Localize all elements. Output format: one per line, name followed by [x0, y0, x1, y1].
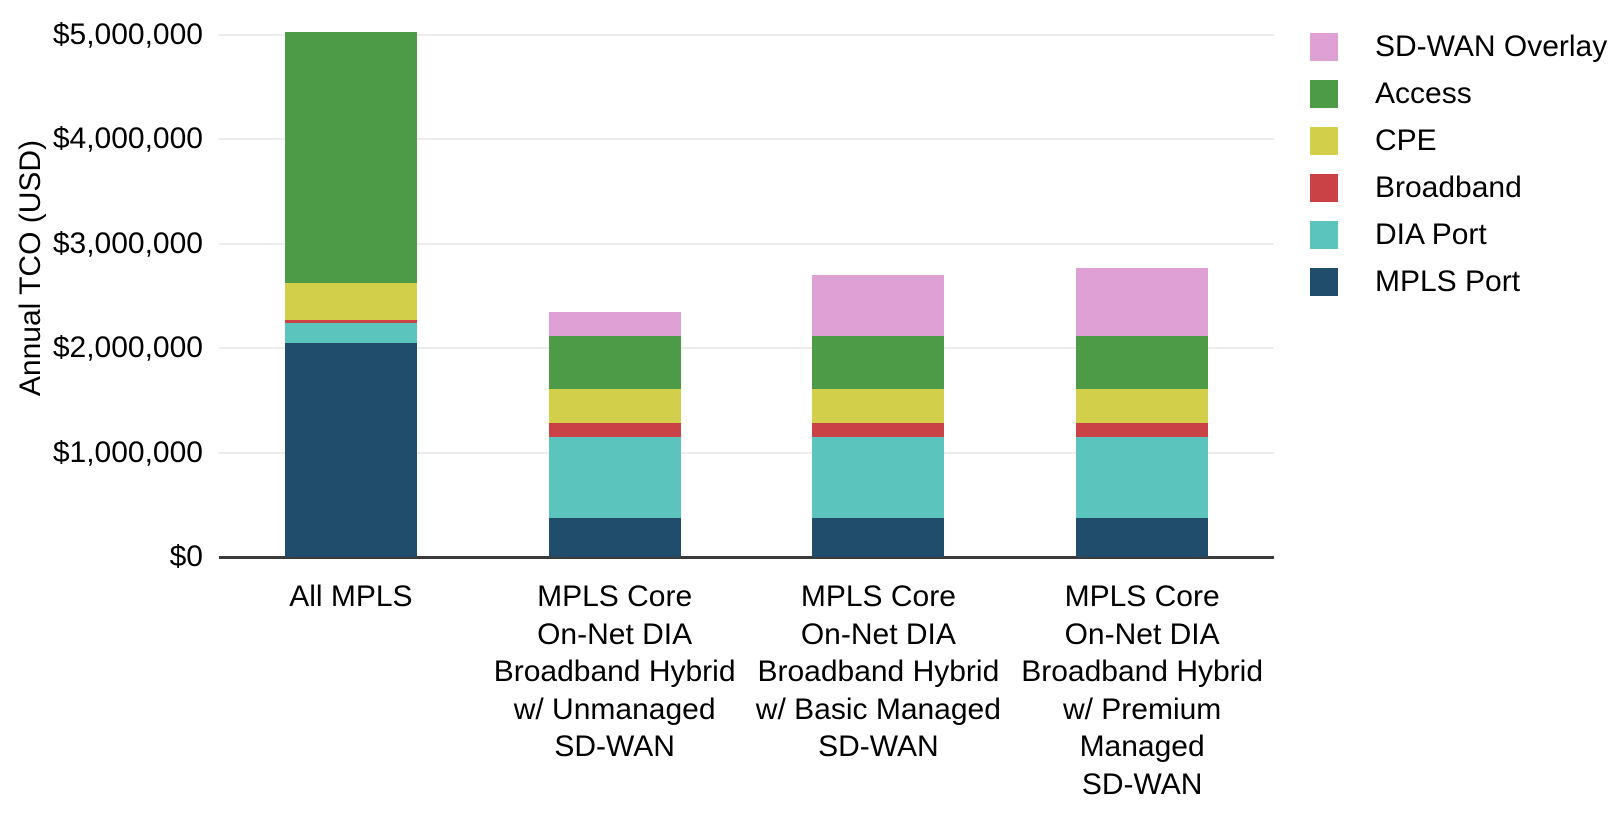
x-category-label-line: SD-WAN [818, 730, 939, 763]
bar-segment-mpls-port [1076, 518, 1209, 557]
legend-swatch [1310, 174, 1338, 202]
legend-swatch [1310, 127, 1338, 155]
x-category-label-line: On-Net DIA [1064, 617, 1220, 651]
bar-segment-access [284, 32, 417, 283]
legend-item: SD-WAN Overlay [1310, 30, 1607, 64]
bar-segment-access [548, 336, 681, 390]
legend-swatch [1310, 268, 1338, 296]
x-category-label-line: w/ Unmanaged [513, 692, 716, 726]
gridline [219, 138, 1274, 141]
bar-segment-dia-port [1076, 436, 1209, 519]
legend-label: Access [1375, 77, 1472, 110]
bar-segment-sd-wan-overlay [1076, 267, 1209, 337]
bar-segment-cpe [284, 282, 417, 320]
y-tick-label: $5,000,000 [52, 18, 203, 51]
bar-segment-dia-port [548, 436, 681, 519]
bar-segment-mpls-port [284, 342, 417, 557]
x-category-label-line: SD-WAN [1081, 767, 1203, 801]
y-tick-label: $2,000,000 [52, 331, 203, 365]
legend-item: CPE [1310, 124, 1437, 158]
x-category-label: All MPLS [201, 578, 501, 616]
x-category-label-line: On-Net DIA [537, 617, 693, 651]
bar-segment-cpe [1076, 389, 1209, 423]
bar-segment-sd-wan-overlay [548, 312, 681, 337]
gridline [219, 34, 1274, 36]
bar-segment-mpls-port [812, 518, 945, 557]
x-category-label-line: Broadband Hybrid [493, 655, 736, 688]
bar-segment-broadband [812, 422, 945, 437]
x-category-label-line: Broadband Hybrid [1021, 655, 1264, 688]
bar-segment-mpls-port [548, 518, 681, 557]
bar-segment-dia-port [284, 323, 417, 343]
legend-swatch [1310, 221, 1338, 249]
bar-segment-broadband [548, 422, 681, 437]
legend-label: DIA Port [1375, 218, 1487, 251]
x-category-label-line: w/ Basic Managed [755, 692, 1001, 726]
legend-item: Access [1310, 77, 1472, 111]
y-tick-label: $4,000,000 [52, 122, 203, 156]
x-category-label-line: w/ Premium [1062, 692, 1222, 726]
gridline [219, 347, 1274, 350]
bar-segment-broadband [1076, 422, 1209, 437]
x-category-label-line: MPLS Core [537, 580, 693, 613]
legend-item: DIA Port [1310, 218, 1487, 252]
x-category-label-line: On-Net DIA [800, 617, 956, 651]
x-category-label-line: MPLS Core [1064, 580, 1220, 613]
x-category-label-line: Broadband Hybrid [757, 655, 1000, 688]
y-tick-label: $0 [169, 540, 203, 573]
bar-segment-sd-wan-overlay [812, 275, 945, 337]
x-axis-line [219, 556, 1274, 559]
y-tick-label: $3,000,000 [52, 226, 203, 260]
legend-label: SD-WAN Overlay [1375, 30, 1608, 63]
legend-swatch [1310, 80, 1338, 108]
x-category-label: MPLS Core On-Net DIA Broadband Hybrid w/ Ba… [728, 578, 1028, 766]
legend-swatch [1310, 33, 1338, 61]
bar-segment-access [1076, 336, 1209, 390]
legend-item: MPLS Port [1310, 265, 1520, 299]
legend-item: Broadband [1310, 171, 1522, 205]
bar-segment-cpe [812, 389, 945, 423]
bar-segment-cpe [548, 389, 681, 423]
bar-segment-dia-port [812, 436, 945, 519]
x-category-label-line: All MPLS [289, 580, 413, 613]
x-category-label-line: Managed [1079, 730, 1205, 763]
bar-segment-access [812, 336, 945, 390]
legend-label: CPE [1375, 124, 1437, 157]
x-category-label-line: SD-WAN [554, 730, 675, 763]
y-tick-label: $1,000,000 [52, 435, 203, 469]
x-category-label-line: MPLS Core [800, 580, 956, 613]
x-category-label: MPLS Core On-Net DIA Broadband Hybrid w/ Un… [465, 578, 765, 766]
bar-segment-broadband [284, 320, 417, 324]
legend-label: MPLS Port [1375, 265, 1521, 298]
gridline [219, 242, 1274, 245]
legend-label: Broadband [1375, 171, 1522, 204]
gridline [219, 451, 1274, 454]
x-category-label: MPLS Core On-Net DIA Broadband Hybrid w/ Pr… [992, 578, 1292, 803]
